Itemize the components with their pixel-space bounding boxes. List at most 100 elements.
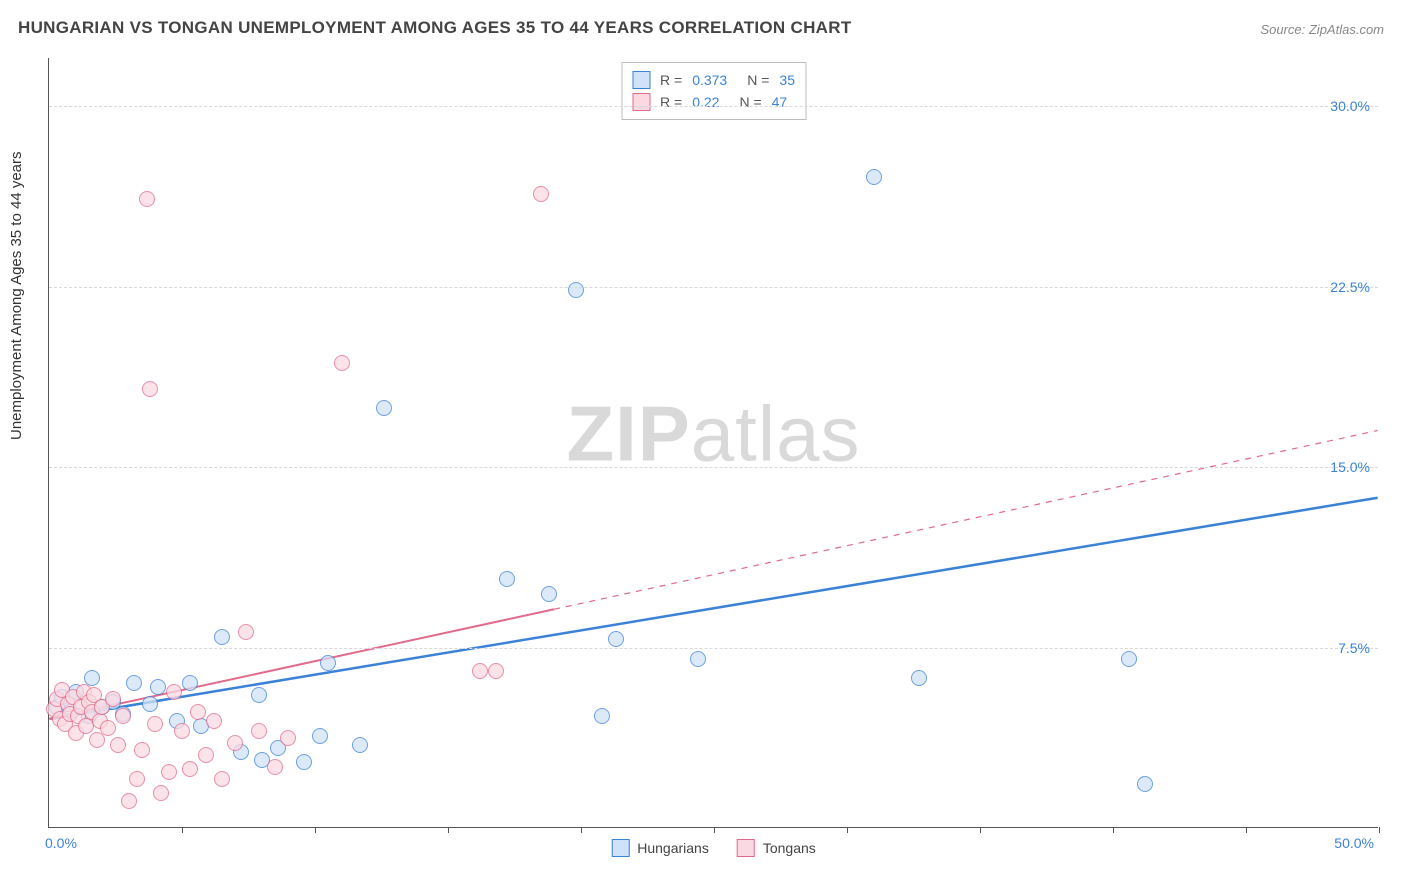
swatch-pink [632, 93, 650, 111]
scatter-point [129, 771, 145, 787]
scatter-point [182, 761, 198, 777]
legend-label-hungarians: Hungarians [637, 840, 709, 856]
scatter-point [182, 675, 198, 691]
scatter-point [1137, 776, 1153, 792]
y-tick-label: 22.5% [1330, 279, 1370, 295]
x-origin-label: 0.0% [45, 835, 77, 851]
scatter-point [121, 793, 137, 809]
gridline [49, 467, 1378, 468]
y-axis-label: Unemployment Among Ages 35 to 44 years [8, 151, 25, 440]
x-tick [1113, 827, 1114, 833]
r-label: R = [660, 72, 682, 88]
series-legend: Hungarians Tongans [611, 839, 816, 857]
scatter-point [147, 716, 163, 732]
watermark-light: atlas [691, 389, 861, 477]
scatter-point [84, 670, 100, 686]
scatter-point [1121, 651, 1137, 667]
n-label: N = [739, 94, 761, 110]
legend-item-tongans: Tongans [737, 839, 816, 857]
swatch-pink [737, 839, 755, 857]
scatter-point [608, 631, 624, 647]
scatter-point [214, 771, 230, 787]
gridline [49, 648, 1378, 649]
swatch-blue [611, 839, 629, 857]
gridline [49, 106, 1378, 107]
x-tick [714, 827, 715, 833]
y-tick-label: 15.0% [1330, 459, 1370, 475]
legend-item-hungarians: Hungarians [611, 839, 709, 857]
watermark: ZIPatlas [566, 388, 860, 479]
scatter-point [499, 571, 515, 587]
scatter-point [251, 687, 267, 703]
scatter-point [214, 629, 230, 645]
scatter-point [334, 355, 350, 371]
x-tick [581, 827, 582, 833]
watermark-bold: ZIP [566, 389, 690, 477]
n-label: N = [747, 72, 769, 88]
scatter-point [206, 713, 222, 729]
scatter-point [153, 785, 169, 801]
trend-line-solid [49, 498, 1377, 719]
trend-line-dashed [554, 430, 1378, 609]
x-tick [1246, 827, 1247, 833]
x-tick [315, 827, 316, 833]
scatter-point [174, 723, 190, 739]
legend-row-tongans: R = 0.22 N = 47 [632, 91, 795, 113]
scatter-point [280, 730, 296, 746]
scatter-point [142, 696, 158, 712]
r-label: R = [660, 94, 682, 110]
scatter-point [190, 704, 206, 720]
scatter-point [541, 586, 557, 602]
scatter-point [142, 381, 158, 397]
scatter-point [115, 708, 131, 724]
scatter-point [110, 737, 126, 753]
plot-area: ZIPatlas R = 0.373 N = 35 R = 0.22 N = 4… [48, 58, 1378, 828]
x-tick [1379, 827, 1380, 833]
y-tick-label: 30.0% [1330, 98, 1370, 114]
scatter-point [105, 691, 121, 707]
correlation-legend: R = 0.373 N = 35 R = 0.22 N = 47 [621, 62, 806, 120]
legend-label-tongans: Tongans [763, 840, 816, 856]
scatter-point [139, 191, 155, 207]
x-max-label: 50.0% [1334, 835, 1374, 851]
x-tick [847, 827, 848, 833]
x-tick [448, 827, 449, 833]
scatter-point [376, 400, 392, 416]
legend-row-hungarians: R = 0.373 N = 35 [632, 69, 795, 91]
scatter-point [594, 708, 610, 724]
x-tick [182, 827, 183, 833]
gridline [49, 287, 1378, 288]
scatter-point [198, 747, 214, 763]
scatter-point [100, 720, 116, 736]
scatter-point [150, 679, 166, 695]
scatter-point [533, 186, 549, 202]
chart-title: HUNGARIAN VS TONGAN UNEMPLOYMENT AMONG A… [18, 18, 852, 38]
scatter-point [166, 684, 182, 700]
n-value-tongans: 47 [772, 94, 788, 110]
source-attribution: Source: ZipAtlas.com [1260, 22, 1384, 37]
scatter-point [251, 723, 267, 739]
scatter-point [690, 651, 706, 667]
scatter-point [568, 282, 584, 298]
scatter-point [472, 663, 488, 679]
x-tick [980, 827, 981, 833]
scatter-point [267, 759, 283, 775]
scatter-point [352, 737, 368, 753]
scatter-point [312, 728, 328, 744]
n-value-hungarians: 35 [779, 72, 795, 88]
scatter-point [320, 655, 336, 671]
scatter-point [866, 169, 882, 185]
scatter-point [238, 624, 254, 640]
scatter-point [296, 754, 312, 770]
scatter-point [161, 764, 177, 780]
trend-lines-layer [49, 58, 1378, 827]
scatter-point [134, 742, 150, 758]
scatter-point [911, 670, 927, 686]
r-value-hungarians: 0.373 [692, 72, 727, 88]
y-tick-label: 7.5% [1338, 640, 1370, 656]
scatter-point [126, 675, 142, 691]
scatter-point [227, 735, 243, 751]
swatch-blue [632, 71, 650, 89]
scatter-point [488, 663, 504, 679]
r-value-tongans: 0.22 [692, 94, 719, 110]
